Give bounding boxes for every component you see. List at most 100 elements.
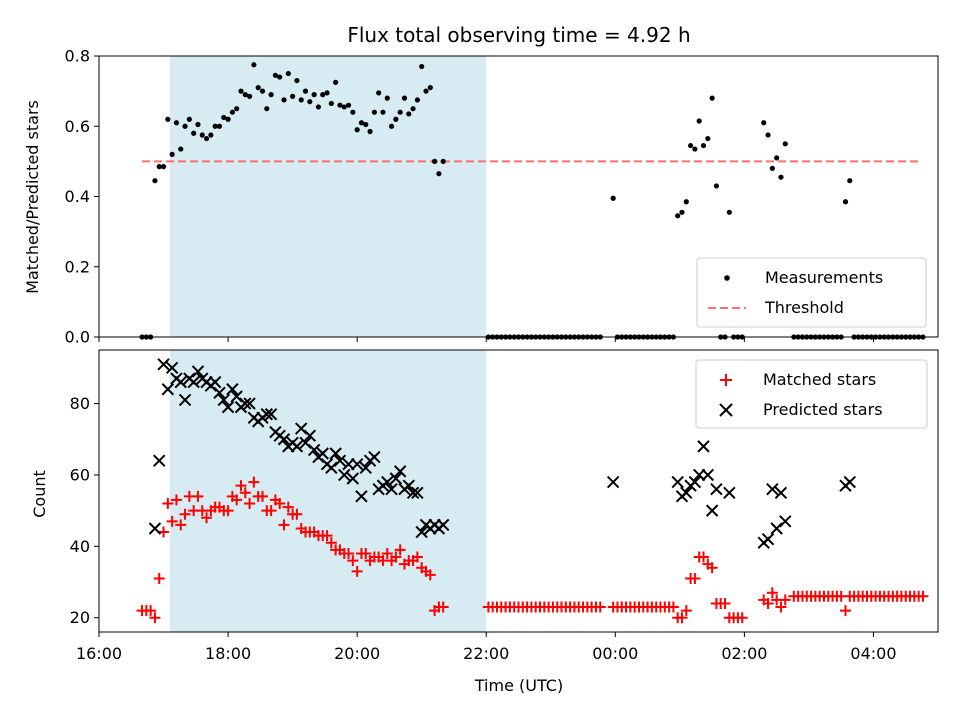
measurement-point bbox=[169, 151, 175, 157]
y-tick-label: 0.2 bbox=[65, 257, 90, 276]
predicted-star-point bbox=[174, 375, 187, 389]
measurement-point bbox=[285, 70, 291, 77]
legend-measurements-marker bbox=[724, 275, 730, 281]
matched-star-point bbox=[291, 508, 303, 520]
matched-star-point bbox=[175, 519, 187, 531]
predicted-star-point bbox=[710, 483, 723, 496]
measurement-point bbox=[165, 116, 171, 122]
matched-star-point bbox=[321, 530, 333, 542]
measurement-point bbox=[414, 97, 420, 103]
measurement-point bbox=[173, 120, 180, 126]
predicted-star-point bbox=[436, 518, 450, 532]
top-x-axis bbox=[98, 337, 874, 342]
legend-predicted-label: Predicted stars bbox=[763, 400, 883, 419]
measurement-point bbox=[410, 106, 416, 112]
y-tick-label: 0.4 bbox=[65, 187, 90, 206]
top-y-axis-label: Matched/Predicted stars bbox=[23, 100, 42, 294]
predicted-star-point bbox=[406, 486, 420, 499]
measurement-point bbox=[726, 209, 732, 215]
top-y-axis: 0.0 0.2 0.4 0.6 0.8 bbox=[65, 47, 99, 347]
measurement-point bbox=[251, 62, 257, 68]
measurement-point bbox=[320, 92, 326, 98]
measurement-point bbox=[311, 92, 317, 98]
matched-star-point bbox=[394, 544, 406, 556]
measurement-point bbox=[401, 95, 408, 101]
matched-star-point bbox=[667, 601, 679, 613]
predicted-star-point bbox=[843, 475, 857, 489]
predicted-star-point bbox=[368, 450, 381, 464]
predicted-star-point bbox=[359, 461, 372, 475]
measurement-point bbox=[700, 142, 707, 149]
predicted-star-point bbox=[774, 486, 788, 499]
predicted-star-point bbox=[325, 461, 338, 475]
measurement-point bbox=[302, 88, 309, 94]
matched-star-point bbox=[689, 572, 701, 584]
top-legend: Measurements Threshold bbox=[696, 257, 927, 328]
predicted-star-point bbox=[157, 358, 170, 371]
measurement-point bbox=[156, 164, 162, 170]
matched-star-point bbox=[325, 537, 337, 549]
predicted-star-point bbox=[770, 522, 783, 535]
matched-star-point bbox=[256, 490, 268, 502]
matched-star-point bbox=[775, 601, 787, 613]
measurement-point bbox=[242, 92, 248, 98]
x-tick-label: 18:00 bbox=[205, 644, 251, 663]
x-tick-label: 20:00 bbox=[334, 644, 380, 663]
measurement-point bbox=[384, 95, 390, 101]
legend-matched-label: Matched stars bbox=[763, 370, 876, 389]
predicted-star-point bbox=[411, 486, 424, 499]
predicted-star-point bbox=[688, 475, 702, 489]
measurement-point bbox=[307, 99, 313, 105]
predicted-star-point bbox=[226, 383, 239, 396]
predicted-star-point bbox=[148, 522, 162, 535]
y-tick-label: 80 bbox=[70, 394, 90, 413]
matched-star-point bbox=[736, 612, 748, 624]
predicted-star-point bbox=[299, 436, 312, 450]
predicted-star-point bbox=[213, 386, 226, 400]
predicted-star-point bbox=[350, 458, 364, 471]
measurement-point bbox=[160, 164, 167, 170]
measurement-point bbox=[358, 120, 365, 126]
measurement-point bbox=[203, 135, 210, 142]
measurement-point bbox=[765, 132, 771, 138]
measurement-point bbox=[186, 116, 192, 122]
y-tick-label: 60 bbox=[70, 465, 90, 484]
predicted-star-point bbox=[705, 504, 719, 517]
measurement-point bbox=[264, 106, 270, 112]
predicted-star-point bbox=[303, 429, 317, 442]
predicted-star-point bbox=[766, 483, 779, 496]
matched-star-point bbox=[839, 605, 851, 617]
measurement-point bbox=[432, 158, 438, 164]
measurement-point bbox=[341, 104, 347, 110]
predicted-star-point bbox=[701, 468, 715, 482]
top-shaded-region bbox=[169, 56, 487, 337]
matched-star-point bbox=[779, 594, 791, 606]
measurement-point bbox=[393, 116, 399, 122]
matched-star-point bbox=[698, 551, 710, 563]
measurement-point bbox=[371, 109, 377, 115]
predicted-star-point bbox=[264, 408, 278, 421]
measurement-point bbox=[440, 158, 446, 164]
matched-star-point bbox=[360, 547, 372, 559]
measurement-point bbox=[419, 63, 425, 70]
predicted-star-point bbox=[165, 361, 179, 375]
predicted-star-point bbox=[239, 397, 252, 410]
matched-star-point bbox=[424, 569, 436, 581]
matched-star-point bbox=[762, 597, 774, 609]
measurement-point bbox=[152, 178, 158, 184]
matched-star-point bbox=[145, 605, 157, 617]
predicted-star-point bbox=[277, 433, 291, 446]
matched-star-point bbox=[278, 519, 290, 531]
measurement-point bbox=[337, 102, 343, 108]
measurement-point bbox=[782, 141, 788, 147]
matched-star-point bbox=[192, 490, 204, 502]
measurement-point bbox=[199, 132, 205, 138]
predicted-star-point bbox=[187, 375, 200, 389]
predicted-star-point bbox=[389, 472, 403, 485]
measurement-point bbox=[376, 90, 382, 96]
matched-star-point bbox=[166, 515, 178, 527]
predicted-star-point bbox=[221, 400, 235, 414]
predicted-star-point bbox=[381, 475, 394, 489]
matched-star-point bbox=[390, 551, 402, 563]
predicted-star-point bbox=[217, 393, 230, 407]
